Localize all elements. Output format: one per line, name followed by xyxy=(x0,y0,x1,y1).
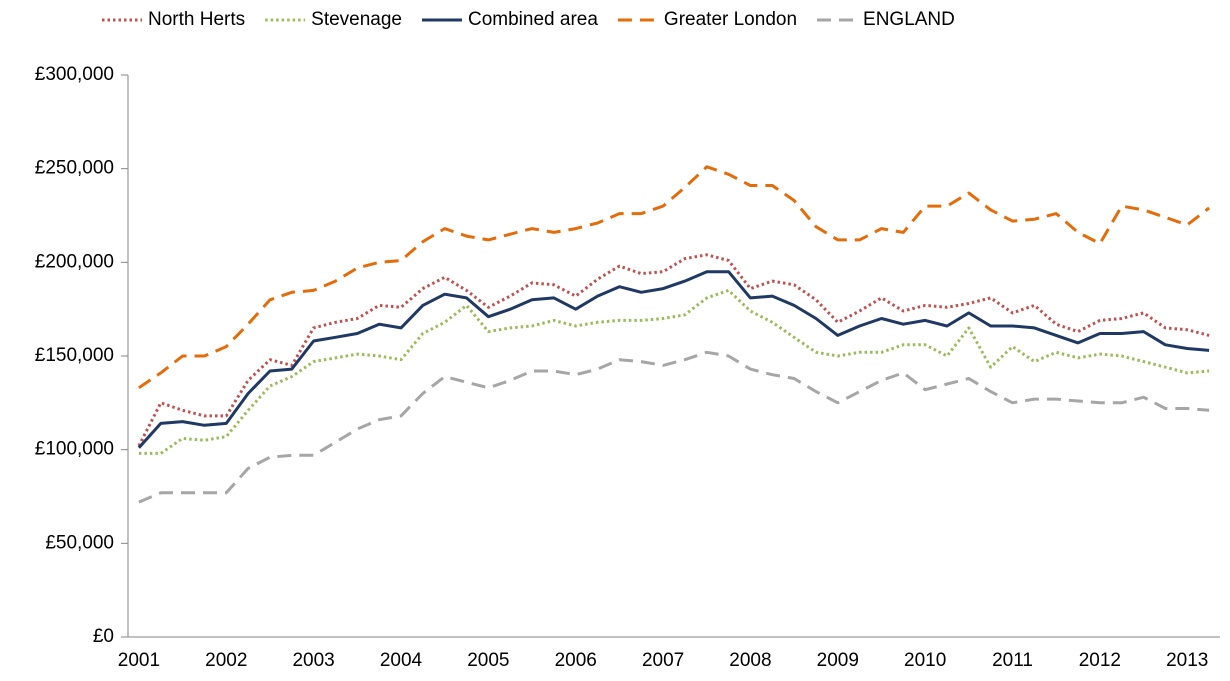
x-tick-label: 2002 xyxy=(205,650,247,671)
x-tick-label: 2013 xyxy=(1166,650,1208,671)
y-tick-label: £300,000 xyxy=(35,64,114,85)
series-line xyxy=(137,270,1210,449)
x-tick-label: 2005 xyxy=(467,650,509,671)
x-tick-label: 2011 xyxy=(992,650,1033,671)
y-tick-label: £0 xyxy=(93,626,114,647)
legend-label: Combined area xyxy=(468,9,598,30)
series-line xyxy=(138,288,1210,455)
y-tick-label: £50,000 xyxy=(45,532,114,553)
legend-label: ENGLAND xyxy=(863,9,955,30)
x-tick-label: 2012 xyxy=(1079,650,1121,671)
y-tick-label: £250,000 xyxy=(35,158,114,179)
series-line xyxy=(138,165,1211,390)
x-tick-label: 2007 xyxy=(642,650,684,671)
x-tick-label: 2001 xyxy=(118,650,160,671)
x-tick-label: 2010 xyxy=(904,650,946,671)
x-tick-label: 2008 xyxy=(729,650,771,671)
x-tick-label: 2009 xyxy=(817,650,859,671)
x-tick-label: 2006 xyxy=(555,650,597,671)
x-tick-label: 2003 xyxy=(292,650,334,671)
y-tick-label: £150,000 xyxy=(35,345,114,366)
x-tick-label: 2004 xyxy=(380,650,423,671)
legend-label: Greater London xyxy=(664,9,797,30)
legend-label: North Herts xyxy=(148,9,245,30)
y-tick-label: £100,000 xyxy=(35,439,114,460)
y-tick-label: £200,000 xyxy=(35,251,114,272)
series-line xyxy=(138,350,1210,504)
legend-label: Stevenage xyxy=(311,9,402,30)
